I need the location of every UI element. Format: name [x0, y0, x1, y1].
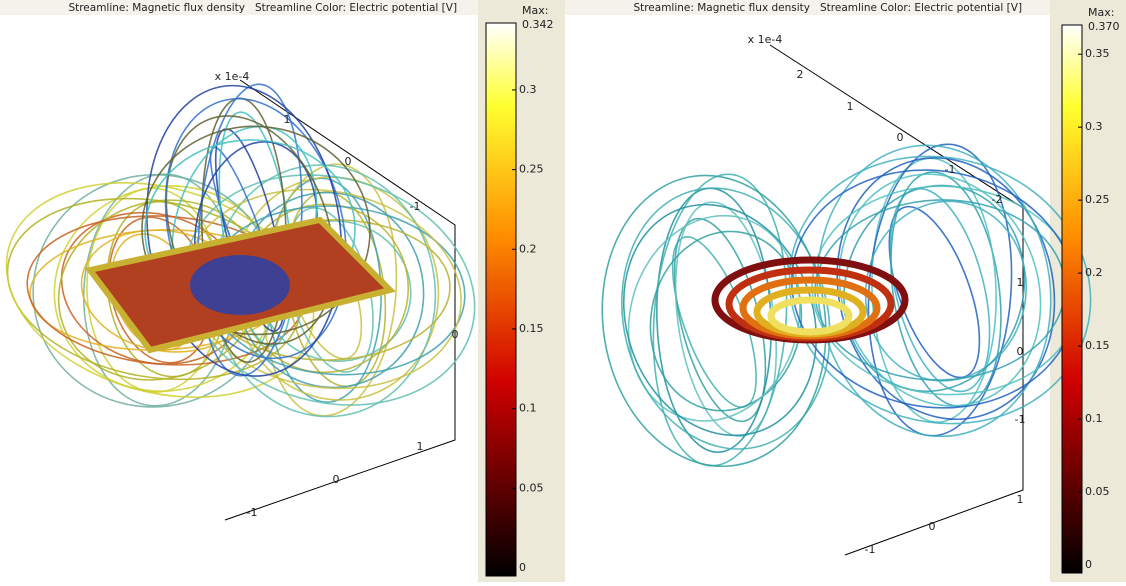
axis-tick-label: 0 [333, 473, 340, 486]
plot-title: Streamline: Magnetic flux density [633, 2, 810, 14]
colorbar-tick-label: 0.3 [1085, 120, 1103, 133]
colorbar-max-value: 0.370 [1088, 20, 1120, 33]
streamline [141, 125, 371, 336]
streamline [788, 155, 1092, 425]
colorbar-tick-label: 0.1 [1085, 412, 1103, 425]
streamline [836, 157, 1056, 421]
colorbar-tick-label: 0.05 [519, 481, 544, 494]
axis-tick-label: 0 [897, 131, 904, 144]
axis-tick-label: 0 [345, 155, 352, 168]
plot-title: Streamline Color: Electric potential [V] [820, 2, 1022, 14]
colorbar [1061, 24, 1083, 574]
axis-tick-label: -1 [1015, 413, 1026, 426]
axis-tick-label: 1 [1017, 276, 1024, 289]
colorbar-tick-label: 0.05 [1085, 485, 1110, 498]
streamlines [5, 83, 1092, 468]
axis-tick-label: -1 [865, 543, 876, 556]
colorbar-tick-label: 0.35 [1085, 47, 1110, 60]
colorbar-tick-label: 0.2 [1085, 266, 1103, 279]
colorbar-tick-label: 0.2 [519, 242, 537, 255]
colorbar-tick-label: 0 [1085, 558, 1092, 571]
colorbar-tick-label: 0.25 [519, 163, 544, 176]
separator [555, 0, 565, 582]
title-strip [0, 0, 478, 15]
axis-tick-label: 1 [417, 440, 424, 453]
colorbar-max-value: 0.342 [522, 18, 554, 31]
colorbar [485, 22, 517, 577]
streamline [816, 144, 1052, 438]
core [190, 255, 290, 315]
streamline [601, 174, 827, 468]
axis-tick-label: -1 [247, 506, 258, 519]
wireframe [224, 44, 1024, 556]
axis-tick-label: 1 [847, 100, 854, 113]
colorbar-tick-label: 0.3 [519, 83, 537, 96]
colorbar-tick-label: 0.1 [519, 402, 537, 415]
axis-tick-label: -1 [945, 163, 956, 176]
axis-tick-label: -2 [992, 193, 1003, 206]
axis-tick-label: 0 [452, 328, 459, 341]
coil [767, 296, 853, 336]
axis-tick-label: 2 [797, 68, 804, 81]
plot-title: Streamline: Magnetic flux density [68, 2, 245, 14]
plot-area [565, 0, 1126, 582]
axis-tick-label: 0 [1017, 345, 1024, 358]
title-strip [565, 0, 1050, 15]
axis-tick-label: 1 [284, 113, 291, 126]
colorbar-max-label: Max: [1088, 6, 1114, 19]
axis-tick-label: 0 [929, 520, 936, 533]
colorbar-tick-label: 0.15 [1085, 339, 1110, 352]
axis-tick-label: 1 [1017, 493, 1024, 506]
streamline [146, 84, 343, 377]
colorbar-tick-label: 0 [519, 561, 526, 574]
plot-title: Streamline Color: Electric potential [V] [255, 2, 457, 14]
axis-label: x 1e-4 [215, 70, 250, 83]
colorbar-max-label: Max: [522, 4, 548, 17]
colorbar-tick-label: 0.25 [1085, 193, 1110, 206]
colorbar-tick-label: 0.15 [519, 322, 544, 335]
axis-tick-label: -1 [410, 200, 421, 213]
axis-label: x 1e-4 [748, 33, 783, 46]
